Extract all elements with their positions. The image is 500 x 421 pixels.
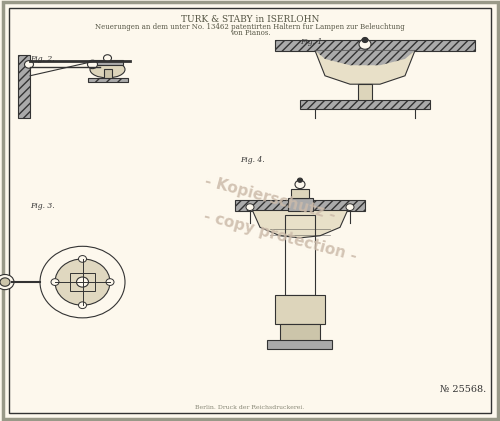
Polygon shape (315, 51, 415, 84)
Polygon shape (315, 51, 415, 65)
Bar (288, 198, 312, 210)
Text: Fig. 3.: Fig. 3. (30, 202, 54, 210)
Circle shape (246, 204, 254, 210)
Text: - copy protection -: - copy protection - (202, 208, 358, 264)
Circle shape (295, 180, 305, 189)
Text: Fig. 2.: Fig. 2. (30, 55, 54, 63)
Circle shape (359, 39, 371, 49)
Circle shape (78, 302, 86, 309)
Text: von Pianos.: von Pianos. (230, 29, 270, 37)
Circle shape (106, 279, 114, 285)
Bar (358, 84, 372, 101)
Text: Fig. 4.: Fig. 4. (240, 156, 264, 164)
Bar (275, 40, 475, 51)
Bar (280, 324, 320, 341)
Text: Fig. 1.: Fig. 1. (300, 38, 324, 46)
Circle shape (362, 37, 368, 43)
Bar (275, 40, 475, 51)
Text: № 25568.: № 25568. (440, 385, 486, 394)
Bar (300, 100, 430, 109)
Text: Berlin. Druck der Reichsdruckerei.: Berlin. Druck der Reichsdruckerei. (196, 405, 304, 410)
Bar (268, 340, 332, 349)
Bar (275, 295, 325, 324)
Circle shape (55, 259, 110, 305)
Polygon shape (252, 210, 348, 238)
Text: - Kopierschutz -: - Kopierschutz - (203, 173, 337, 223)
Circle shape (104, 55, 112, 61)
Bar (92, 60, 122, 65)
Bar (285, 215, 315, 295)
Ellipse shape (90, 61, 125, 78)
Bar (291, 189, 309, 198)
Bar (18, 55, 30, 118)
Circle shape (78, 256, 86, 262)
Circle shape (0, 278, 10, 286)
Bar (88, 78, 128, 82)
Circle shape (51, 279, 59, 285)
Text: TURK & STABY in ISERLOHN: TURK & STABY in ISERLOHN (181, 15, 319, 24)
Circle shape (88, 60, 98, 69)
Text: Neuerungen an dem unter No. 13462 patentirten Haltern fur Lampen zur Beleuchtung: Neuerungen an dem unter No. 13462 patent… (95, 23, 405, 31)
Bar (104, 69, 112, 80)
Circle shape (0, 274, 14, 290)
Circle shape (40, 246, 125, 318)
Bar (70, 273, 95, 291)
Circle shape (76, 277, 88, 287)
Circle shape (24, 61, 34, 68)
Bar (235, 200, 365, 210)
Circle shape (346, 204, 354, 210)
Circle shape (298, 178, 302, 182)
